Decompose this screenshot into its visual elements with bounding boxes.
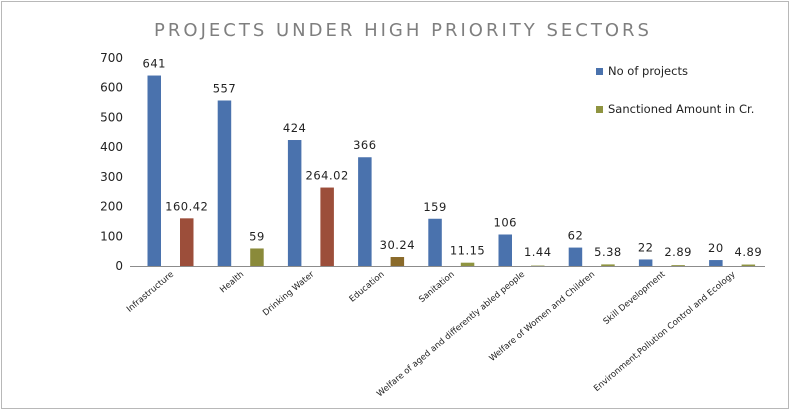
data-label-sanctioned-amount: 160.42 [165,199,208,213]
bar-sanctioned-amount [390,257,405,266]
bar-sanctioned-amount [320,187,334,266]
legend-label-sanctioned-amount: Sanctioned Amount in Cr. [608,102,754,116]
y-tick-label: 300 [100,170,123,184]
data-label-no-of-projects: 22 [638,240,654,254]
bar-no-of-projects [638,259,653,266]
chart-title: PROJECTS UNDER HIGH PRIORITY SECTORS [154,20,652,41]
data-label-no-of-projects: 557 [213,81,236,95]
bar-sanctioned-amount [180,218,194,266]
data-label-sanctioned-amount: 11.15 [450,244,485,258]
x-tick-label: Infrastructure [125,270,176,315]
data-label-sanctioned-amount: 30.24 [380,238,415,252]
x-axis: Infrastructure Health Drinking Water Educat… [125,266,765,400]
legend-swatch-no-of-projects [596,68,603,75]
data-label-sanctioned-amount: 59 [249,229,265,243]
bar-sanctioned-amount [671,265,685,266]
bar-no-of-projects [287,140,302,266]
x-tick-label: Environment,Pollution Control and Ecolog… [592,270,737,394]
data-label-no-of-projects: 641 [143,57,166,71]
data-label-sanctioned-amount: 5.38 [594,245,622,259]
data-label-sanctioned-amount: 4.89 [735,245,763,259]
bar-sanctioned-amount [741,264,756,266]
x-tick-label: Education [348,270,387,305]
bar-no-of-projects [428,218,442,266]
x-tick-label: Skill Development [602,269,668,327]
y-tick-label: 100 [100,229,123,243]
data-label-no-of-projects: 106 [494,216,517,230]
data-label-sanctioned-amount: 2.89 [664,245,692,259]
legend-label-no-of-projects: No of projects [608,64,688,78]
legend-swatch-sanctioned-amount [596,106,603,113]
x-tick-label: Sanitation [417,270,457,305]
y-tick-label: 0 [115,259,123,273]
x-tick-label: Welfare of aged and differently abled pe… [375,270,527,400]
bar-sanctioned-amount [460,262,475,266]
bar-no-of-projects [709,260,723,266]
x-tick-label: Drinking Water [261,269,317,318]
bar-no-of-projects [498,234,512,266]
y-tick-label: 200 [100,200,123,214]
bar-no-of-projects [568,247,583,266]
bar-no-of-projects [217,100,232,267]
y-tick-label: 600 [100,81,123,95]
bar-no-of-projects [358,157,372,266]
data-labels: 641 160.42 557 59 424 264.02 366 30.24 159 11.15 1… [143,57,763,259]
y-tick-label: 500 [100,110,123,124]
y-axis: 0 100 200 300 400 500 600 700 [100,51,123,273]
legend: No of projects Sanctioned Amount in Cr. [596,64,754,116]
data-label-no-of-projects: 366 [353,138,376,152]
x-tick-label: Health [218,270,246,296]
y-tick-label: 400 [100,140,123,154]
bar-sanctioned-amount [531,265,545,267]
bar-sanctioned-amount [601,264,615,266]
bar-sanctioned-amount [250,248,264,266]
data-label-no-of-projects: 424 [283,121,306,135]
data-label-no-of-projects: 20 [708,241,724,255]
y-tick-label: 700 [100,51,123,65]
bar-no-of-projects [147,75,161,266]
bars [147,75,756,267]
data-label-no-of-projects: 159 [423,200,446,214]
data-label-sanctioned-amount: 1.44 [524,245,552,259]
data-label-no-of-projects: 62 [568,229,584,243]
data-label-sanctioned-amount: 264.02 [306,169,349,183]
